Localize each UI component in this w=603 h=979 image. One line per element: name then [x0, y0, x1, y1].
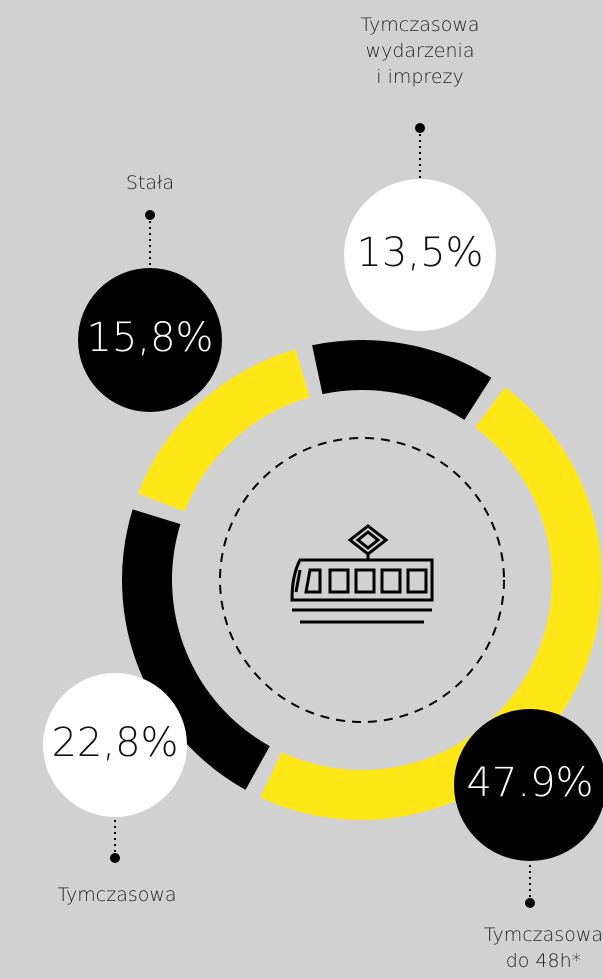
value-bubble [454, 709, 603, 861]
value-bubble [43, 673, 187, 817]
donut-segment [138, 349, 311, 512]
donut-segment [260, 387, 602, 820]
tram-icon [290, 524, 434, 624]
donut-segment [312, 340, 492, 421]
donut-segment [122, 509, 271, 790]
value-bubble [78, 268, 222, 412]
category-label: Tymczasowa wydarzenia i imprezy [360, 14, 480, 88]
dashed-circle [219, 437, 505, 723]
value-bubble [344, 179, 496, 331]
value-label: 22,8% [51, 720, 178, 766]
value-label: 47.9% [466, 760, 593, 806]
leader-dot [415, 123, 425, 133]
value-label: 15,8% [86, 315, 213, 361]
category-label: Stała [125, 172, 175, 194]
leader-dot [525, 898, 535, 908]
leader-dot [110, 853, 120, 863]
value-label: 13,5% [356, 230, 483, 276]
leader-dot [145, 210, 155, 220]
category-label: Tymczasowa [57, 884, 177, 906]
category-label: Tymczasowa do 48h* [483, 924, 603, 972]
